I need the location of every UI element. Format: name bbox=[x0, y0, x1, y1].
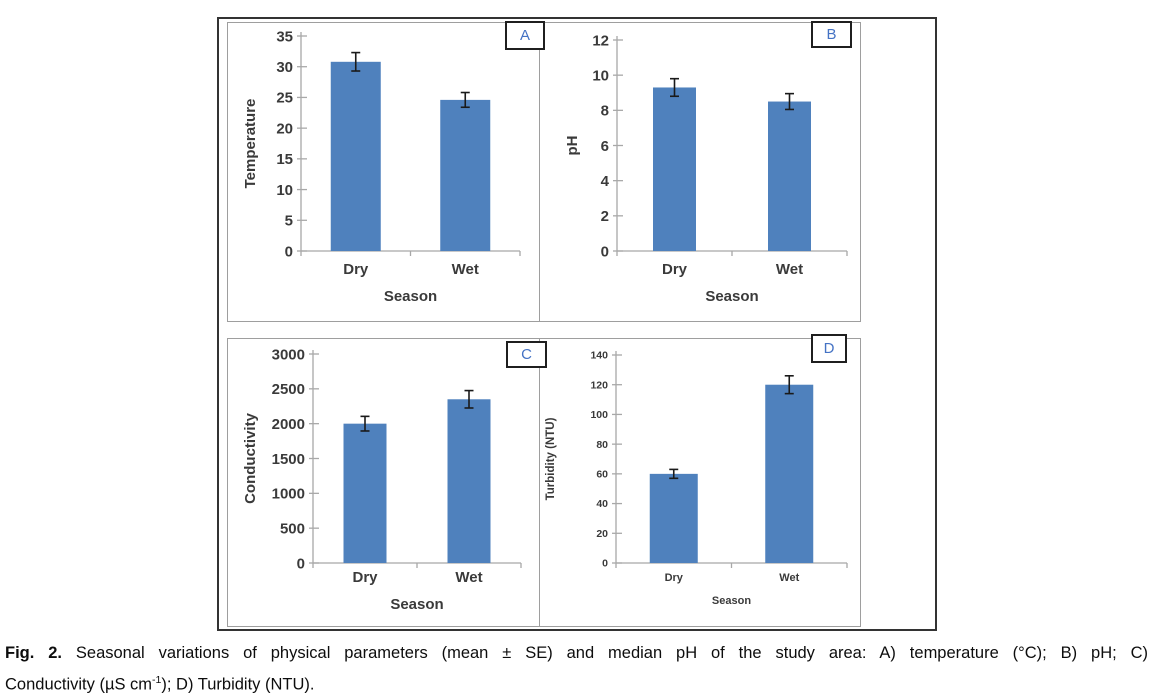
y-tick-label: 0 bbox=[297, 555, 305, 572]
chart-panel-a: 0 5 10 15 20 25 30 35 Dry Wet Season Temperature bbox=[242, 28, 521, 305]
y-tick-label: 3000 bbox=[272, 346, 305, 363]
panel-label-c-text: C bbox=[521, 346, 532, 363]
y-tick-label: 30 bbox=[276, 59, 293, 76]
category-label-dry: Dry bbox=[662, 261, 688, 278]
bar-dry bbox=[649, 473, 698, 563]
bar-wet bbox=[447, 399, 491, 563]
y-tick-label: 120 bbox=[590, 379, 608, 391]
caption-line1-text: Seasonal variations of physical paramete… bbox=[75, 644, 1149, 662]
chart-panel-b: 0 2 4 6 8 10 12 Dry Wet Season pH bbox=[564, 32, 848, 305]
category-label-dry: Dry bbox=[352, 569, 378, 586]
bar-wet bbox=[440, 99, 491, 251]
bar-wet bbox=[768, 101, 811, 252]
bottom-panel-row: 0 500 1000 1500 2000 2500 3000 Dry Wet Season Cond… bbox=[227, 338, 861, 627]
bar-wet bbox=[765, 384, 814, 563]
y-tick-label: 140 bbox=[590, 350, 608, 362]
chart-panel-d: 0 20 40 60 80 100 120 140 Dry Wet Season Turbidity … bbox=[545, 350, 848, 607]
y-tick-label: 12 bbox=[592, 32, 609, 49]
x-axis-title: Season bbox=[390, 596, 443, 613]
panel-divider-bottom bbox=[539, 339, 540, 626]
chart-panel-c: 0 500 1000 1500 2000 2500 3000 Dry Wet Season Cond… bbox=[242, 346, 522, 613]
y-tick-label: 4 bbox=[601, 173, 610, 190]
y-tick-label: 6 bbox=[601, 138, 609, 155]
y-tick-label: 1500 bbox=[272, 451, 305, 468]
y-axis-title: Conductivity bbox=[242, 412, 259, 503]
category-label-wet: Wet bbox=[455, 569, 482, 586]
y-tick-label: 40 bbox=[596, 498, 608, 510]
panel-label-d: D bbox=[811, 334, 847, 363]
category-label-dry: Dry bbox=[665, 572, 684, 584]
y-tick-label: 15 bbox=[276, 151, 293, 168]
y-tick-label: 0 bbox=[602, 558, 608, 570]
figure-caption: Fig. 2. Seasonal variations of physical … bbox=[5, 640, 1148, 697]
x-axis-title: Season bbox=[705, 288, 758, 305]
panel-label-a: A bbox=[505, 21, 545, 50]
bar-dry bbox=[343, 423, 387, 563]
y-axis-title: pH bbox=[564, 136, 581, 156]
y-tick-label: 2000 bbox=[272, 416, 305, 433]
y-tick-label: 500 bbox=[280, 520, 305, 537]
y-tick-label: 100 bbox=[590, 409, 608, 421]
y-tick-label: 35 bbox=[276, 28, 293, 45]
y-axis-title: Turbidity (NTU) bbox=[545, 417, 557, 500]
y-tick-label: 20 bbox=[276, 120, 293, 137]
y-tick-label: 60 bbox=[596, 469, 608, 481]
category-label-wet: Wet bbox=[779, 572, 799, 584]
y-tick-label: 1000 bbox=[272, 486, 305, 503]
caption-line2-text: Conductivity (µS cm bbox=[5, 675, 153, 694]
y-tick-label: 5 bbox=[285, 213, 293, 230]
caption-superscript: -1 bbox=[152, 674, 162, 686]
panel-label-b: B bbox=[811, 21, 852, 48]
category-label-wet: Wet bbox=[452, 261, 479, 278]
bar-dry bbox=[330, 61, 381, 251]
top-panel-row: 0 5 10 15 20 25 30 35 Dry Wet Season Temperature 0 2… bbox=[227, 22, 861, 322]
panel-label-c: C bbox=[506, 341, 547, 368]
y-tick-label: 20 bbox=[596, 528, 608, 540]
y-tick-label: 2 bbox=[601, 208, 609, 225]
panel-label-d-text: D bbox=[823, 340, 835, 357]
y-tick-label: 10 bbox=[592, 67, 609, 84]
panel-label-a-text: A bbox=[519, 27, 530, 44]
x-axis-title: Season bbox=[384, 288, 437, 305]
caption-line2-end: ); D) Turbidity (NTU). bbox=[161, 675, 315, 694]
y-tick-label: 80 bbox=[596, 439, 608, 451]
y-tick-label: 10 bbox=[276, 182, 293, 199]
category-label-wet: Wet bbox=[776, 261, 803, 278]
y-axis-title: Temperature bbox=[242, 99, 259, 189]
caption-line-1: Fig. 2. Seasonal variations of physical … bbox=[5, 640, 1148, 667]
category-label-dry: Dry bbox=[343, 261, 369, 278]
y-tick-label: 8 bbox=[601, 103, 609, 120]
y-tick-label: 25 bbox=[276, 90, 293, 107]
caption-fig-number: Fig. 2. bbox=[5, 644, 62, 662]
y-tick-label: 0 bbox=[601, 243, 609, 260]
y-tick-label: 0 bbox=[285, 243, 293, 260]
caption-line-2: Conductivity (µS cm-1); D) Turbidity (NT… bbox=[5, 667, 1148, 697]
bar-dry bbox=[653, 87, 696, 251]
x-axis-title: Season bbox=[712, 595, 751, 607]
y-tick-label: 2500 bbox=[272, 381, 305, 398]
panel-divider-top bbox=[539, 23, 540, 321]
panel-label-b-text: B bbox=[826, 26, 837, 43]
